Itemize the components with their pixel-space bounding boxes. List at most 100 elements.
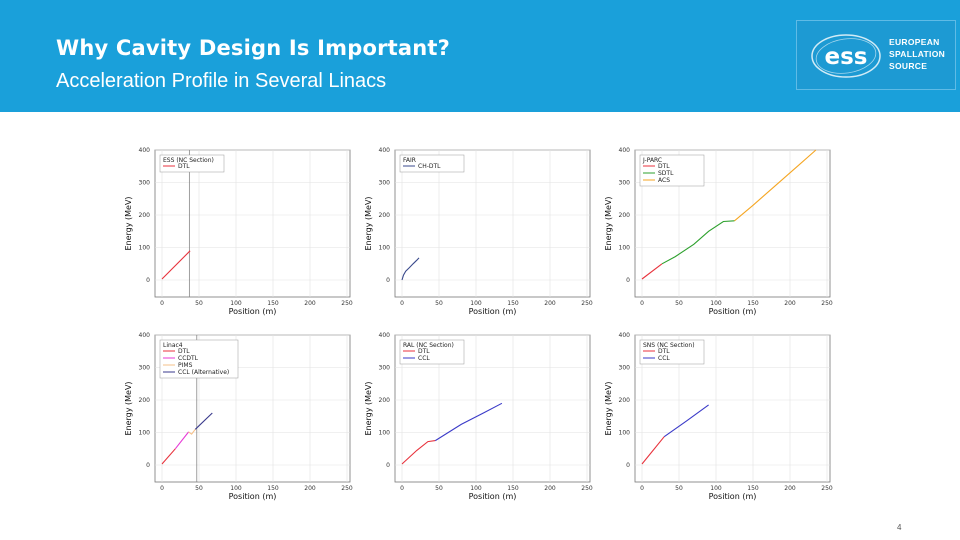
legend-box: [159, 154, 225, 173]
x-tick-label: 100: [230, 300, 242, 307]
chart-panel-6: 0 50 100 150 200 250 0 100 200 300 400 Position (m)…: [604, 332, 833, 501]
x-tick-label: 150: [747, 300, 759, 307]
series-line-ccl: [435, 402, 503, 442]
series-line-ccl: [663, 404, 709, 438]
y-tick-label: 400: [139, 147, 151, 154]
x-tick-label: 0: [160, 300, 164, 307]
x-tick-label: 0: [400, 485, 404, 492]
legend-box: [399, 339, 465, 365]
y-tick-label: 100: [379, 430, 391, 437]
chart-panel-2: 0 50 100 150 200 250 0 100 200 300 400 Position (m)…: [364, 147, 593, 316]
x-tick-label: 250: [341, 485, 353, 492]
series-line-dtl: [641, 263, 663, 280]
x-tick-label: 250: [341, 300, 353, 307]
x-tick-label: 100: [470, 300, 482, 307]
y-tick-label: 200: [379, 397, 391, 404]
series-line-dtl: [641, 436, 665, 465]
x-tick-label: 50: [195, 300, 203, 307]
y-tick-label: 300: [139, 180, 151, 187]
y-tick-label: 0: [386, 462, 390, 469]
series-line-acs: [734, 149, 817, 222]
y-tick-label: 0: [626, 462, 630, 469]
x-tick-label: 150: [747, 485, 759, 492]
y-axis-label: Energy (MeV): [124, 196, 133, 250]
x-tick-label: 200: [544, 300, 556, 307]
legend-title: FAIR: [403, 157, 416, 164]
y-tick-label: 200: [379, 212, 391, 219]
legend-entry: PIMS: [178, 362, 193, 369]
y-tick-label: 400: [139, 332, 151, 339]
y-tick-label: 300: [139, 365, 151, 372]
legend-title: J-PARC: [642, 157, 662, 164]
x-tick-label: 250: [581, 485, 593, 492]
legend-entry: CCL: [658, 355, 670, 362]
slide-title: Why Cavity Design Is Important?: [56, 36, 451, 60]
y-tick-label: 200: [139, 397, 151, 404]
y-tick-label: 100: [139, 245, 151, 252]
legend-title: SNS (NC Section): [643, 342, 695, 349]
y-tick-label: 400: [379, 332, 391, 339]
x-tick-label: 100: [710, 485, 722, 492]
x-tick-label: 200: [304, 485, 316, 492]
legend-box: [399, 154, 465, 173]
series-line-dtl: [161, 448, 176, 465]
legend-entry: ACS: [658, 177, 670, 184]
x-tick-label: 0: [400, 300, 404, 307]
legend-entry: DTL: [178, 163, 190, 170]
legend-entry: DTL: [658, 163, 670, 170]
x-tick-label: 150: [507, 485, 519, 492]
series-line-dtl: [161, 250, 191, 280]
x-axis-label: Position (m): [709, 307, 757, 316]
y-tick-label: 300: [379, 365, 391, 372]
ess-logo-icon: ess: [811, 34, 881, 78]
y-tick-label: 100: [139, 430, 151, 437]
x-tick-label: 100: [470, 485, 482, 492]
legend-box: [639, 154, 705, 187]
series-line-sdtl: [661, 220, 735, 265]
slide-subtitle: Acceleration Profile in Several Linacs: [56, 70, 387, 92]
x-tick-label: 50: [435, 485, 443, 492]
x-axis-label: Position (m): [469, 492, 517, 501]
chart-panel-3: 0 50 100 150 200 250 0 100 200 300 400 Position (m)…: [604, 147, 833, 316]
y-tick-label: 100: [619, 430, 631, 437]
chart-panel-5: 0 50 100 150 200 250 0 100 200 300 400 Position (m)…: [364, 332, 593, 501]
x-tick-label: 150: [267, 485, 279, 492]
header-banner: Why Cavity Design Is Important? Accelera…: [0, 0, 960, 112]
legend-entry: CCL (Alternative): [178, 369, 229, 376]
x-tick-label: 250: [581, 300, 593, 307]
y-tick-label: 0: [146, 462, 150, 469]
page-number: 4: [897, 523, 902, 532]
y-tick-label: 200: [619, 212, 631, 219]
x-tick-label: 200: [304, 300, 316, 307]
x-axis-label: Position (m): [469, 307, 517, 316]
logo-line: EUROPEAN: [889, 37, 940, 47]
y-axis-label: Energy (MeV): [604, 381, 613, 435]
y-tick-label: 400: [619, 332, 631, 339]
x-tick-label: 200: [544, 485, 556, 492]
legend-entry: DTL: [418, 348, 430, 355]
logo-line: SPALLATION: [889, 49, 946, 59]
x-axis-label: Position (m): [229, 492, 277, 501]
logo-wordmark: EUROPEAN SPALLATION SOURCE: [889, 36, 945, 72]
legend-entry: CH-DTL: [418, 163, 441, 170]
x-axis-label: Position (m): [709, 492, 757, 501]
y-tick-label: 300: [379, 180, 391, 187]
y-tick-label: 400: [379, 147, 391, 154]
legend-entry: CCDTL: [178, 355, 199, 362]
ess-logo: ess EUROPEAN SPALLATION SOURCE: [796, 20, 956, 90]
series-line-ch-dtl: [401, 257, 420, 281]
logo-mark-text: ess: [825, 44, 868, 70]
legend-entry: DTL: [658, 348, 670, 355]
legend-title: Linac4: [163, 342, 183, 349]
y-tick-label: 300: [619, 365, 631, 372]
y-tick-label: 400: [619, 147, 631, 154]
legend-entry: SDTL: [658, 170, 674, 177]
y-tick-label: 200: [139, 212, 151, 219]
plot-frame: [394, 149, 591, 298]
x-tick-label: 100: [710, 300, 722, 307]
y-tick-label: 300: [619, 180, 631, 187]
legend-entry: DTL: [178, 348, 190, 355]
x-tick-label: 200: [784, 485, 796, 492]
x-tick-label: 100: [230, 485, 242, 492]
